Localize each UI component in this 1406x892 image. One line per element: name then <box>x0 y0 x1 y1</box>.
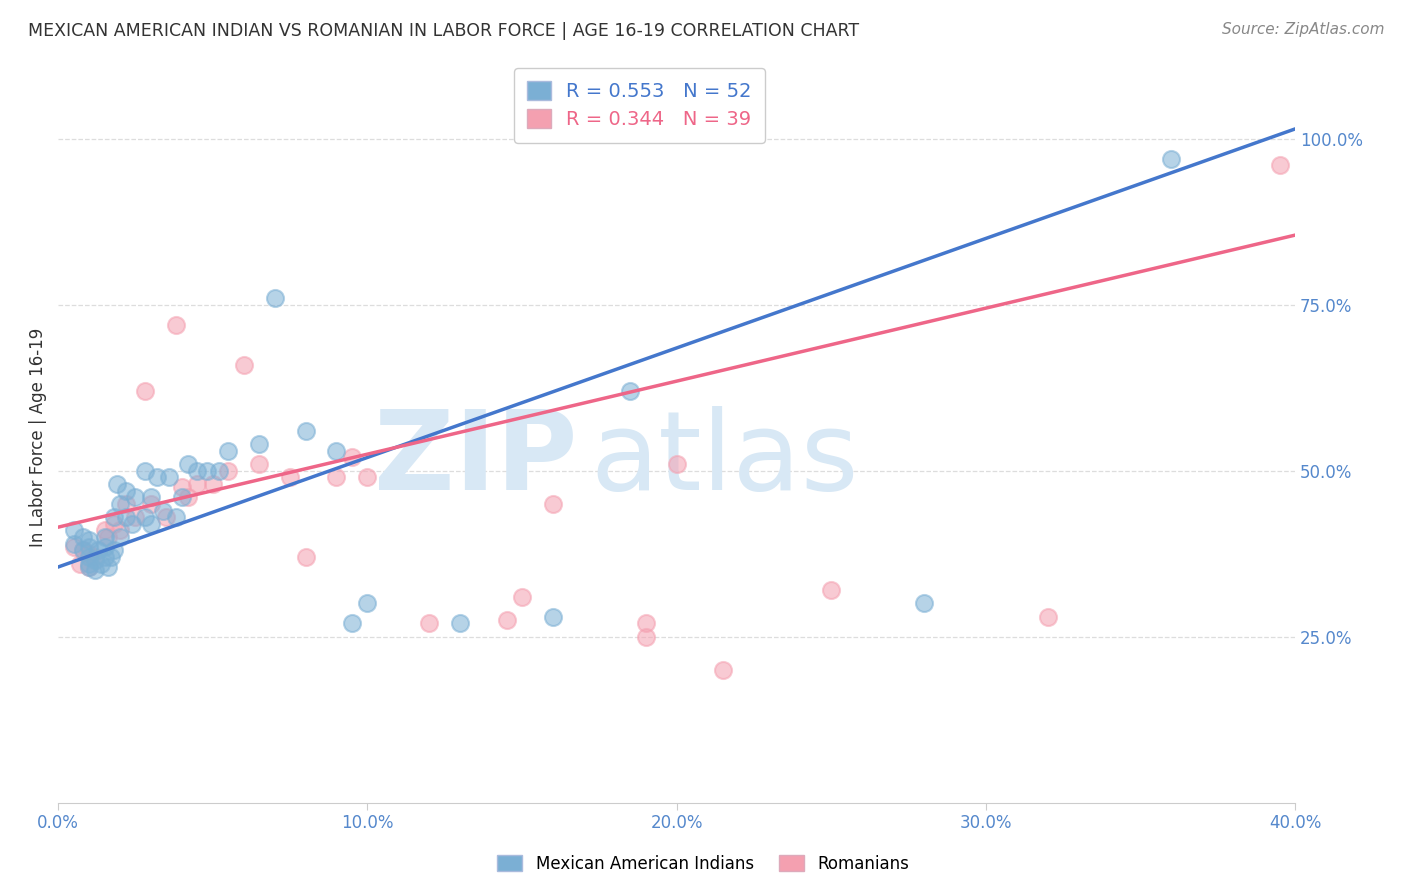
Point <box>105 477 128 491</box>
Point <box>177 491 200 505</box>
Point <box>665 457 688 471</box>
Point <box>1268 158 1291 172</box>
Text: MEXICAN AMERICAN INDIAN VS ROMANIAN IN LABOR FORCE | AGE 16-19 CORRELATION CHART: MEXICAN AMERICAN INDIAN VS ROMANIAN IN L… <box>28 22 859 40</box>
Point <box>62 537 84 551</box>
Point <box>217 464 239 478</box>
Point <box>115 483 138 498</box>
Point <box>232 358 254 372</box>
Point <box>72 543 94 558</box>
Point <box>634 616 657 631</box>
Point <box>208 464 231 478</box>
Point <box>77 549 100 564</box>
Point <box>93 524 115 538</box>
Point <box>294 549 316 564</box>
Point <box>62 524 84 538</box>
Point <box>217 443 239 458</box>
Point <box>155 510 177 524</box>
Legend: Mexican American Indians, Romanians: Mexican American Indians, Romanians <box>491 848 915 880</box>
Point <box>263 291 285 305</box>
Text: atlas: atlas <box>591 406 859 513</box>
Point <box>103 516 125 531</box>
Point <box>93 540 115 554</box>
Point <box>1160 152 1182 166</box>
Point <box>247 457 270 471</box>
Point <box>108 497 131 511</box>
Point <box>619 384 641 398</box>
Point <box>77 533 100 548</box>
Point <box>134 464 156 478</box>
Text: Source: ZipAtlas.com: Source: ZipAtlas.com <box>1222 22 1385 37</box>
Point <box>165 318 187 332</box>
Point <box>115 497 138 511</box>
Point <box>87 543 110 558</box>
Point <box>195 464 218 478</box>
Point <box>134 384 156 398</box>
Legend: R = 0.553   N = 52, R = 0.344   N = 39: R = 0.553 N = 52, R = 0.344 N = 39 <box>513 68 765 143</box>
Point <box>170 491 193 505</box>
Point <box>72 543 94 558</box>
Point <box>90 557 112 571</box>
Point <box>103 543 125 558</box>
Point <box>124 510 146 524</box>
Point <box>1036 609 1059 624</box>
Point <box>72 530 94 544</box>
Y-axis label: In Labor Force | Age 16-19: In Labor Force | Age 16-19 <box>30 328 46 547</box>
Point <box>711 663 734 677</box>
Point <box>103 510 125 524</box>
Point <box>247 437 270 451</box>
Point <box>62 540 84 554</box>
Point <box>77 557 100 571</box>
Point <box>139 497 162 511</box>
Point <box>77 540 100 554</box>
Point <box>340 450 363 465</box>
Point <box>340 616 363 631</box>
Point <box>201 477 224 491</box>
Point <box>278 470 301 484</box>
Point <box>100 549 122 564</box>
Point <box>124 491 146 505</box>
Point <box>170 480 193 494</box>
Point <box>177 457 200 471</box>
Point <box>77 560 100 574</box>
Point <box>186 477 208 491</box>
Point <box>495 613 517 627</box>
Point <box>77 547 100 561</box>
Point <box>418 616 440 631</box>
Point <box>165 510 187 524</box>
Point <box>510 590 533 604</box>
Point <box>139 491 162 505</box>
Point <box>97 530 120 544</box>
Point <box>69 557 91 571</box>
Point <box>541 497 564 511</box>
Point <box>97 560 120 574</box>
Text: ZIP: ZIP <box>374 406 578 513</box>
Point <box>356 470 378 484</box>
Point <box>186 464 208 478</box>
Point <box>152 503 174 517</box>
Point <box>93 549 115 564</box>
Point <box>84 563 107 577</box>
Point <box>121 516 143 531</box>
Point <box>356 597 378 611</box>
Point <box>108 530 131 544</box>
Point <box>325 470 347 484</box>
Point <box>108 524 131 538</box>
Point <box>912 597 935 611</box>
Point <box>820 583 842 598</box>
Point <box>541 609 564 624</box>
Point <box>325 443 347 458</box>
Point <box>134 510 156 524</box>
Point <box>634 630 657 644</box>
Point <box>77 560 100 574</box>
Point <box>93 530 115 544</box>
Point <box>84 553 107 567</box>
Point <box>139 516 162 531</box>
Point <box>449 616 471 631</box>
Point <box>294 424 316 438</box>
Point <box>115 510 138 524</box>
Point <box>84 549 107 564</box>
Point <box>159 470 181 484</box>
Point <box>146 470 169 484</box>
